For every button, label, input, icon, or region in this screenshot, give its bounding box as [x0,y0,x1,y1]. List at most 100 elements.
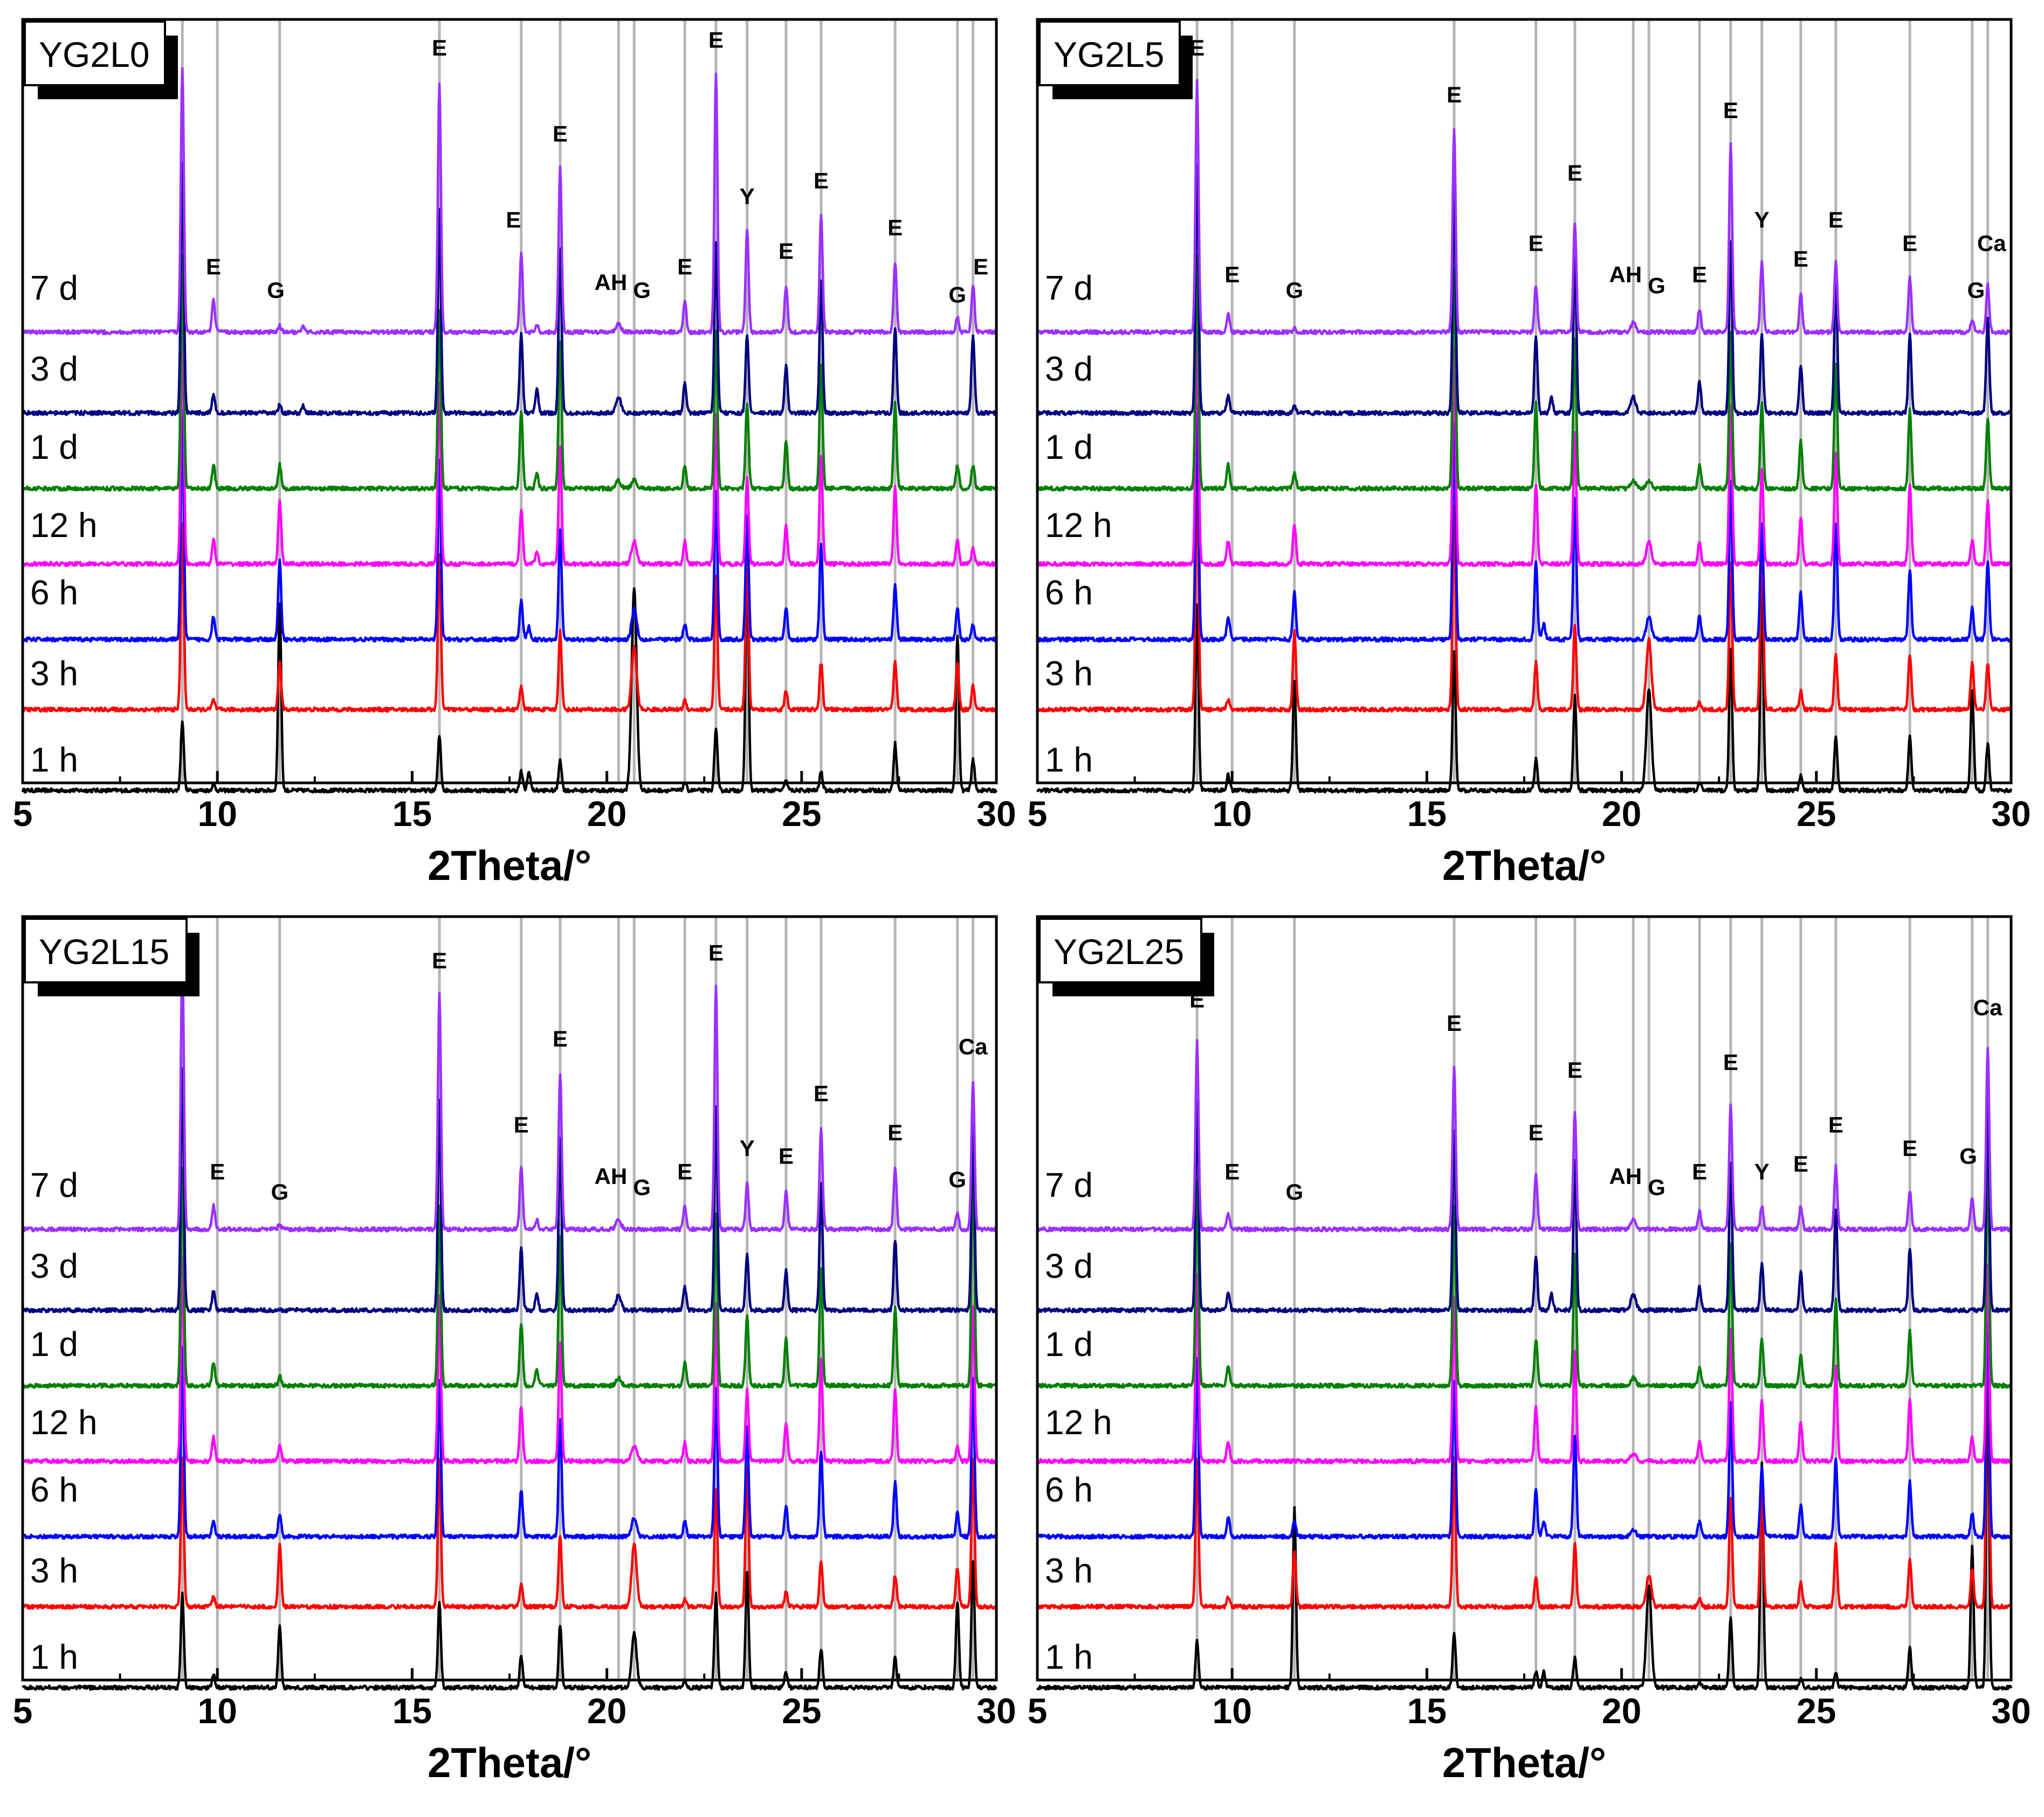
phase-marker: E [708,940,724,966]
phase-marker: E [1723,1050,1738,1075]
phase-marker: G [1648,273,1666,298]
phase-marker: E [432,35,447,60]
time-label: 3 h [30,1551,78,1590]
phase-marker: G [948,282,966,307]
trace-1h [1036,585,2013,794]
phase-marker: E [1902,1135,1917,1161]
phase-marker: E [206,254,221,279]
phase-marker: G [1285,278,1303,303]
trace-3d [21,1067,997,1313]
x-tick-label: 15 [1407,1691,1447,1731]
time-label: 3 h [1045,1551,1093,1590]
trace-1d [22,1166,998,1389]
phase-marker: E [432,948,447,973]
time-label: 1 h [1045,1637,1093,1676]
trace-1h [21,555,998,794]
time-label: 7 d [30,1166,78,1205]
time-label: 1 d [30,428,78,466]
phase-marker: E [1793,1151,1808,1176]
x-tick-label: 10 [1212,1691,1251,1731]
x-tick-label: 15 [393,1691,432,1731]
trace-7d [21,67,997,335]
phase-marker: AH [1609,1164,1642,1189]
time-label: 3 d [1045,1247,1093,1285]
x-tick-label: 5 [1028,794,1048,834]
title-box [24,20,166,86]
x-tick-label: 15 [393,794,432,834]
x-tick-label: 25 [782,794,821,834]
trace-6h [1036,1299,2012,1540]
time-label: 1 d [1045,428,1093,466]
title-box [1038,20,1181,86]
time-label: 1 d [30,1325,78,1364]
phase-marker: E [1224,262,1240,287]
x-tick-label: 20 [587,794,627,834]
trace-3d [21,161,997,416]
phase-marker: E [814,168,829,194]
time-label: 3 h [30,654,78,693]
trace-7d [1036,1039,2013,1233]
phase-marker: G [271,1179,288,1205]
phase-marker: E [887,1120,903,1145]
x-tick-label: 20 [1602,794,1641,834]
trace-1d [1036,1159,2012,1389]
phase-marker: G [1648,1175,1666,1200]
time-label: 6 h [30,1470,78,1509]
plot-frame [21,915,998,1682]
x-tick-label: 5 [13,794,33,834]
x-axis-label: 2Theta/° [1442,1739,1606,1786]
x-tick-label: 30 [976,1691,1016,1731]
phase-marker: E [553,1026,568,1051]
trace-7d [1036,79,2012,335]
trace-3h [1036,1318,2012,1610]
phase-marker: E [1692,1159,1707,1185]
phase-marker: E [677,254,692,279]
time-label: 3 d [30,1247,78,1285]
xrd-panel-yg2l0: 1 h3 h6 h12 h1 d3 d7 dEEGEEEAHGEEYEEEGE5… [13,18,1016,889]
time-label: 7 d [1045,269,1093,307]
time-label: 7 d [1045,1166,1093,1205]
phase-marker: E [210,1159,225,1185]
title-box [24,918,188,983]
time-label: 3 h [1045,654,1093,693]
phase-marker: Y [740,1135,755,1161]
phase-marker: E [1447,1010,1462,1036]
trace-12h [1036,1263,2012,1464]
phase-marker: E [814,1081,829,1106]
phase-marker: E [677,1159,692,1185]
time-label: 12 h [30,506,98,545]
phase-marker: E [973,254,988,279]
panel-title: YG2L15 [39,932,169,972]
trace-3d [1036,1097,2013,1313]
time-label: 1 h [30,1637,78,1676]
time-label: 1 h [1045,740,1093,779]
phase-marker: G [633,1175,651,1200]
time-label: 1 h [30,740,78,779]
panel-title: YG2L25 [1054,932,1184,972]
trace-1d [21,253,997,492]
phase-marker: G [633,278,651,303]
phase-marker: AH [1609,262,1642,287]
panel-title: YG2L0 [39,35,149,74]
time-label: 6 h [1045,573,1093,612]
time-label: 3 d [1045,349,1093,388]
x-tick-label: 5 [13,1691,33,1731]
phase-marker: G [267,278,285,303]
phase-marker: G [1967,278,1985,303]
phase-marker: E [887,215,903,240]
phase-marker: E [1567,160,1582,185]
plot-frame [21,18,998,784]
title-box [1038,918,1202,983]
trace-6h [22,1346,997,1540]
phase-marker: E [779,238,794,264]
time-label: 12 h [1045,1403,1112,1442]
phase-marker: Ca [1977,231,2006,256]
time-label: 7 d [30,269,78,307]
time-label: 1 d [1045,1325,1093,1364]
phase-marker: E [1529,1120,1544,1145]
trace-1h [22,1560,997,1691]
trace-3h [1036,473,2013,713]
x-tick-label: 10 [197,1691,237,1731]
